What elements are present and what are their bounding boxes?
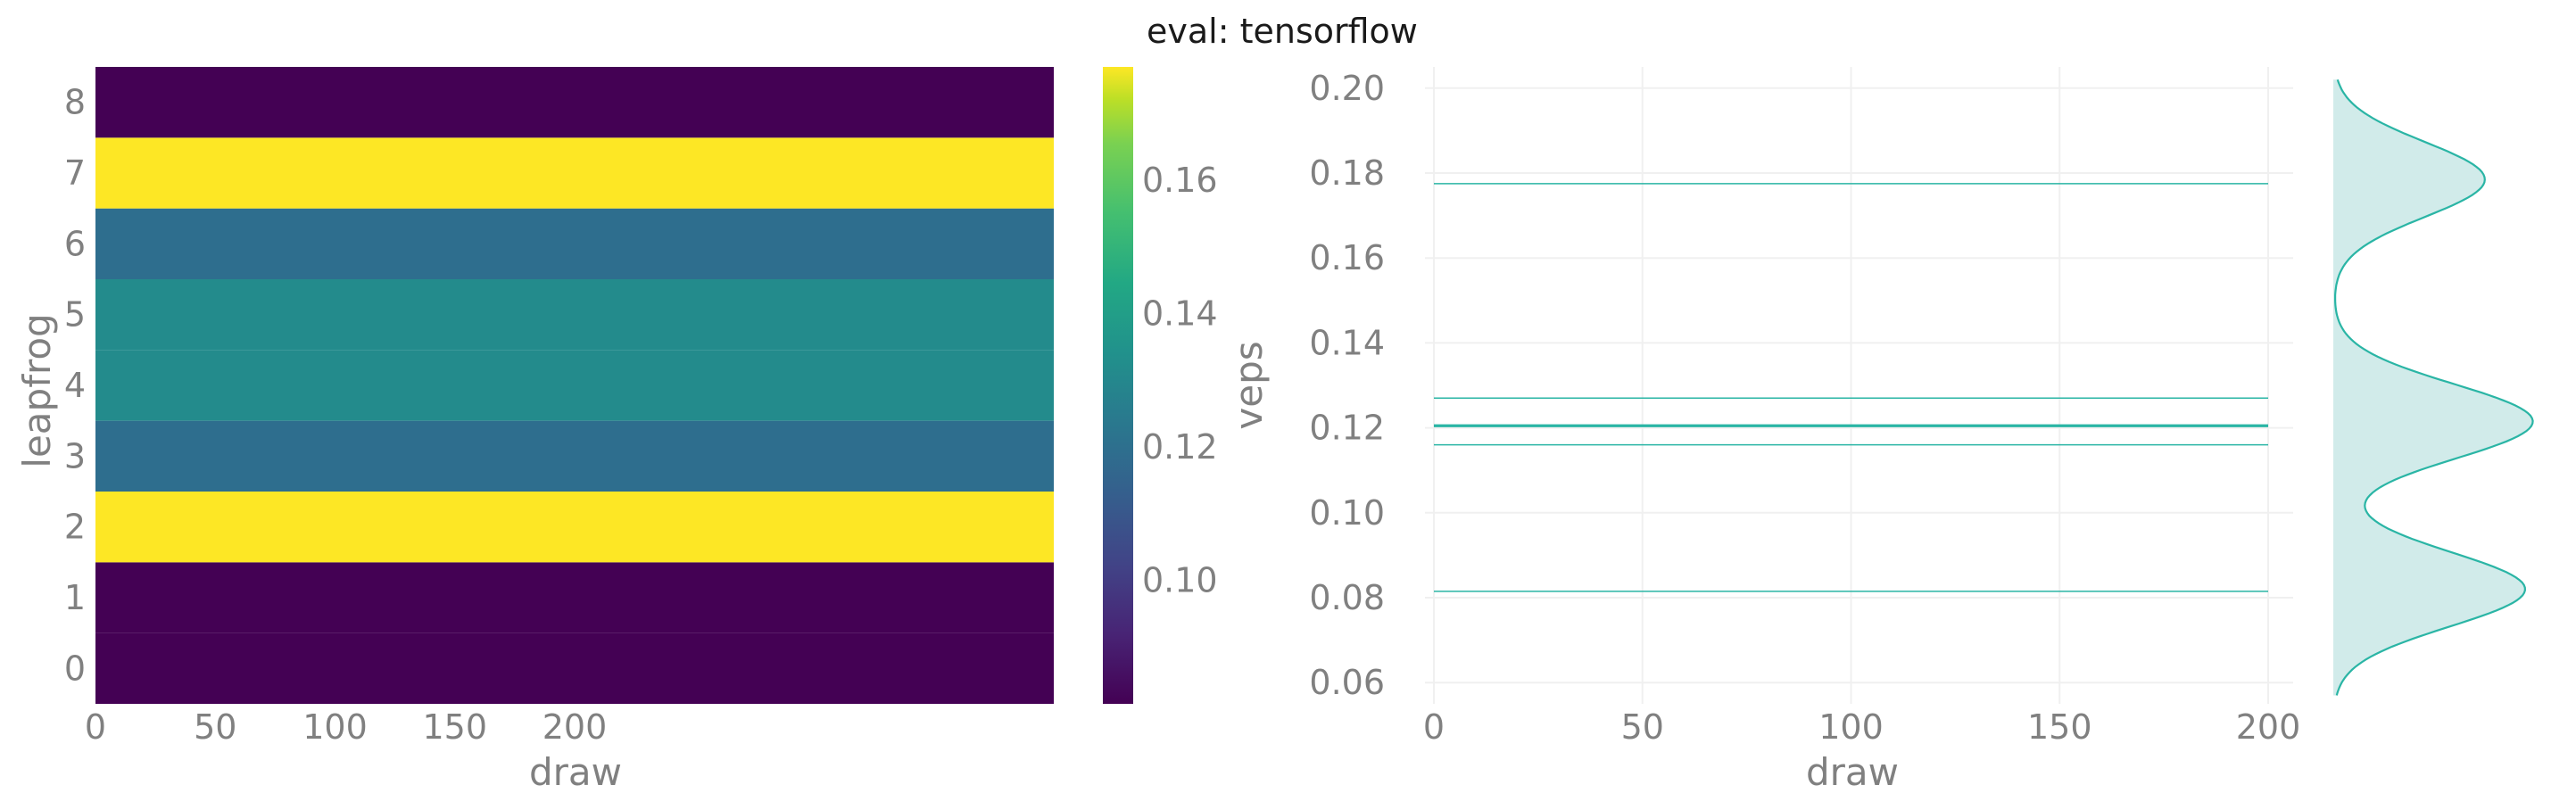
trace-lines — [1434, 183, 2268, 592]
heatmap-x-tick: 0 — [85, 707, 106, 747]
trace-y-tick: 0.14 — [1309, 323, 1385, 362]
trace-y-tick: 0.10 — [1309, 493, 1385, 533]
trace-panel: 0 50 100 150 200 0.06 0.08 0.10 0.12 0.14 0.16 0.1… — [1309, 67, 2534, 794]
density-fill — [2333, 79, 2533, 696]
heatmap-row-0 — [95, 632, 1054, 704]
trace-y-tick: 0.06 — [1309, 663, 1385, 702]
trace-x-label: draw — [1806, 750, 1899, 794]
heatmap-y-tick: 2 — [64, 508, 86, 547]
heatmap-y-tick: 6 — [64, 224, 86, 263]
heatmap-panel: 0 50 100 150 200 0 1 2 3 4 5 6 7 8 draw leapfrog — [15, 67, 1054, 794]
density-curve — [2334, 79, 2534, 696]
trace-y-tick: 0.12 — [1309, 409, 1385, 448]
heatmap-row-3 — [95, 420, 1054, 492]
heatmap-x-label: draw — [529, 750, 622, 794]
heatmap-x-tick: 200 — [543, 707, 608, 747]
figure-title: eval: tensorflow — [1147, 12, 1418, 51]
heatmap-y-tick: 5 — [64, 295, 86, 335]
heatmap-x-tick: 50 — [194, 707, 236, 747]
colorbar-tick: 0.16 — [1142, 161, 1218, 200]
heatmap-x-ticks: 0 50 100 150 200 — [85, 707, 607, 747]
trace-y-tick: 0.08 — [1309, 578, 1385, 617]
heatmap-row-6 — [95, 208, 1054, 279]
heatmap-x-tick: 100 — [302, 707, 368, 747]
trace-y-tick: 0.20 — [1309, 69, 1385, 108]
heatmap-y-tick: 4 — [64, 366, 86, 405]
heatmap-y-tick: 8 — [64, 83, 86, 122]
heatmap-row-8 — [95, 67, 1054, 138]
heatmap-y-ticks: 0 1 2 3 4 5 6 7 8 — [64, 83, 86, 689]
heatmap-y-tick: 7 — [64, 153, 86, 193]
heatmap-row-7 — [95, 137, 1054, 209]
heatmap-row-4 — [95, 350, 1054, 421]
colorbar-gradient — [1103, 67, 1133, 704]
trace-y-tick: 0.16 — [1309, 238, 1385, 277]
colorbar-ticks: 0.10 0.12 0.14 0.16 — [1142, 161, 1218, 600]
trace-y-tick: 0.18 — [1309, 153, 1385, 193]
trace-x-ticks: 0 50 100 150 200 — [1423, 707, 2300, 747]
heatmap-x-tick: 150 — [422, 707, 487, 747]
heatmap-row-1 — [95, 562, 1054, 633]
trace-grid — [1425, 67, 2293, 704]
colorbar-tick: 0.12 — [1142, 427, 1218, 467]
heatmap-row-5 — [95, 279, 1054, 351]
trace-x-tick: 50 — [1621, 707, 1664, 747]
heatmap-y-tick: 1 — [64, 578, 86, 617]
colorbar: 0.10 0.12 0.14 0.16 veps — [1103, 67, 1271, 704]
trace-x-tick: 100 — [1818, 707, 1884, 747]
colorbar-tick: 0.10 — [1142, 561, 1218, 600]
trace-x-tick: 200 — [2236, 707, 2301, 747]
heatmap-row-2 — [95, 492, 1054, 563]
trace-x-tick: 150 — [2027, 707, 2092, 747]
colorbar-label: veps — [1227, 341, 1271, 429]
colorbar-tick: 0.14 — [1142, 294, 1218, 334]
heatmap-y-tick: 3 — [64, 436, 86, 475]
trace-x-tick: 0 — [1423, 707, 1445, 747]
heatmap-rows — [95, 67, 1054, 704]
heatmap-y-tick: 0 — [64, 649, 86, 688]
trace-y-ticks: 0.06 0.08 0.10 0.12 0.14 0.16 0.18 0.20 — [1309, 69, 1385, 702]
heatmap-y-label: leapfrog — [15, 313, 59, 467]
trace-density — [2333, 79, 2534, 696]
